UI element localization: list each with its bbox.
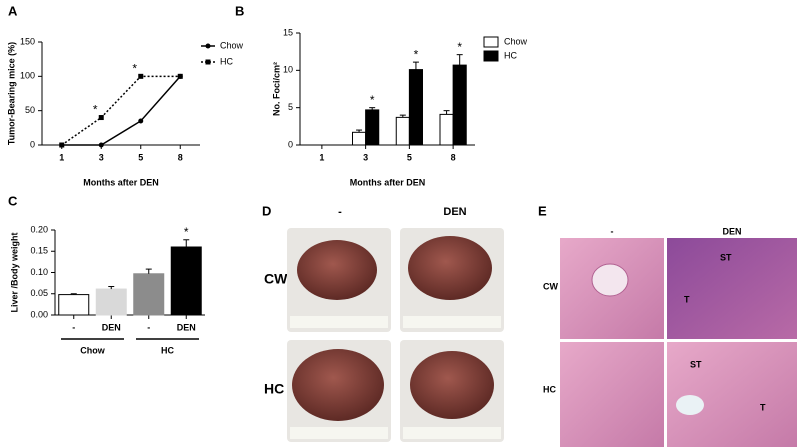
bar bbox=[58, 294, 90, 316]
marker bbox=[205, 43, 211, 49]
significance-label: * bbox=[370, 93, 375, 107]
ruler bbox=[403, 427, 501, 439]
y-tick-label: 0.20 bbox=[30, 224, 48, 234]
marker bbox=[177, 73, 183, 79]
y-tick-label: 0.00 bbox=[30, 309, 48, 319]
bar bbox=[170, 246, 202, 316]
column-header: - bbox=[338, 206, 342, 218]
photo-subject bbox=[297, 240, 377, 300]
x-tick-label: DEN bbox=[102, 322, 121, 332]
photo-subject bbox=[408, 236, 492, 300]
y-tick-label: 150 bbox=[20, 36, 35, 46]
marker bbox=[59, 142, 65, 148]
significance-label: * bbox=[414, 47, 419, 61]
significance-label: * bbox=[93, 103, 98, 117]
x-tick-label: - bbox=[72, 322, 75, 332]
legend-swatch bbox=[483, 50, 499, 62]
legend-label: HC bbox=[220, 56, 233, 66]
ruler bbox=[403, 316, 501, 328]
group-label: Chow bbox=[80, 345, 105, 355]
marker bbox=[138, 118, 144, 124]
photo-subject bbox=[410, 351, 494, 419]
group-label: HC bbox=[161, 345, 174, 355]
y-axis-title: No. Foci/cm² bbox=[271, 62, 281, 116]
x-tick-label: - bbox=[147, 322, 150, 332]
panel-letter: A bbox=[8, 3, 18, 18]
x-axis-title: Months after DEN bbox=[350, 177, 426, 187]
micrograph bbox=[667, 238, 797, 339]
x-tick-label: 1 bbox=[319, 152, 324, 162]
panel-letter: E bbox=[538, 203, 547, 218]
y-axis-title: Tumor-Bearing mice (%) bbox=[6, 42, 16, 145]
tissue-label: T bbox=[684, 294, 690, 304]
y-axis-title: Liver /Body weight bbox=[9, 232, 19, 312]
y-tick-label: 0.10 bbox=[30, 267, 48, 277]
row-label: CW bbox=[264, 271, 288, 287]
panel-letter: D bbox=[262, 203, 271, 218]
micrograph bbox=[667, 342, 797, 447]
column-header: DEN bbox=[722, 226, 741, 236]
tissue-label: ST bbox=[720, 252, 732, 262]
marker bbox=[98, 142, 104, 148]
bar bbox=[365, 109, 380, 146]
vessel bbox=[676, 395, 704, 415]
y-tick-label: 0 bbox=[30, 139, 35, 149]
y-tick-label: 15 bbox=[283, 27, 293, 37]
x-tick-label: 5 bbox=[138, 152, 143, 162]
photos bbox=[287, 228, 504, 442]
row-label: CW bbox=[543, 281, 558, 291]
line bbox=[61, 75, 181, 146]
marker bbox=[138, 73, 144, 79]
x-tick-label: 3 bbox=[99, 152, 104, 162]
x-tick-label: 8 bbox=[451, 152, 456, 162]
tissue-label: T bbox=[760, 402, 766, 412]
row-label: HC bbox=[543, 384, 556, 394]
bar bbox=[395, 116, 410, 146]
bar bbox=[133, 273, 165, 316]
y-tick-label: 10 bbox=[283, 65, 293, 75]
legend-swatch bbox=[483, 36, 499, 48]
y-tick-label: 0 bbox=[288, 139, 293, 149]
legend-label: HC bbox=[504, 50, 517, 60]
bar bbox=[352, 131, 367, 146]
ruler bbox=[290, 316, 388, 328]
vessel bbox=[591, 263, 629, 297]
y-tick-label: 100 bbox=[20, 71, 35, 81]
bar bbox=[452, 64, 467, 146]
significance-label: * bbox=[132, 62, 137, 76]
row-label: HC bbox=[264, 381, 284, 397]
panel-letter: B bbox=[235, 3, 244, 18]
x-tick-label: DEN bbox=[177, 322, 196, 332]
bar bbox=[95, 288, 127, 316]
y-tick-label: 50 bbox=[25, 105, 35, 115]
y-tick-label: 5 bbox=[288, 102, 293, 112]
marker bbox=[98, 115, 104, 121]
photo-subject bbox=[292, 349, 384, 421]
micrograph bbox=[560, 342, 664, 447]
y-tick-label: 0.15 bbox=[30, 246, 48, 256]
x-tick-label: 1 bbox=[59, 152, 64, 162]
micrographs bbox=[560, 238, 797, 447]
column-header: - bbox=[611, 226, 614, 236]
bar bbox=[439, 113, 454, 146]
x-axis-title: Months after DEN bbox=[83, 177, 159, 187]
legend-label: Chow bbox=[504, 36, 528, 46]
bar bbox=[408, 69, 423, 146]
tissue-label: ST bbox=[690, 359, 702, 369]
marker bbox=[205, 59, 211, 65]
x-tick-label: 5 bbox=[407, 152, 412, 162]
significance-label: * bbox=[457, 40, 462, 54]
ruler bbox=[290, 427, 388, 439]
x-tick-label: 3 bbox=[363, 152, 368, 162]
panel-letter: C bbox=[8, 193, 18, 208]
line bbox=[61, 75, 181, 146]
significance-label: * bbox=[184, 225, 189, 239]
column-header: DEN bbox=[443, 206, 466, 218]
y-tick-label: 0.05 bbox=[30, 288, 48, 298]
x-tick-label: 8 bbox=[178, 152, 183, 162]
legend-label: Chow bbox=[220, 40, 244, 50]
